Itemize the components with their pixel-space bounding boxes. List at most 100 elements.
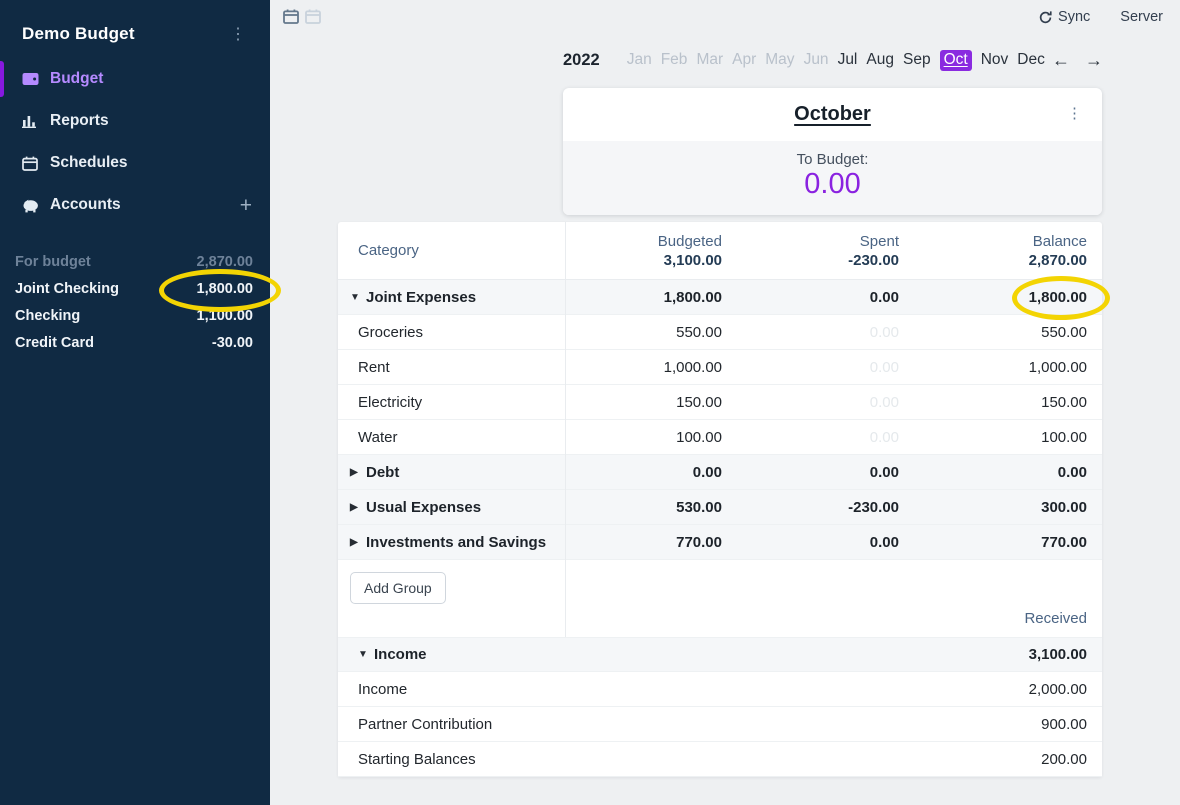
collapse-triangle-icon[interactable]: ▼: [358, 649, 368, 660]
sidebar-item-reports[interactable]: Reports: [0, 100, 270, 142]
group-name-cell[interactable]: ▼ Joint Expenses: [350, 288, 477, 306]
budgeted-cell[interactable]: 150.00: [676, 393, 722, 411]
month-may[interactable]: May: [765, 51, 795, 68]
expand-triangle-icon[interactable]: ▶: [350, 501, 358, 513]
budgeted-column-header: Budgeted 3,100.00: [565, 232, 737, 270]
balance-cell[interactable]: 300.00: [1041, 498, 1087, 516]
expand-triangle-icon[interactable]: ▶: [350, 466, 358, 478]
balance-cell[interactable]: 770.00: [1041, 533, 1087, 551]
spent-cell[interactable]: -230.00: [848, 498, 899, 516]
month-picker: 2022 Jan Feb Mar Apr May Jun Jul Aug Sep…: [563, 46, 1103, 74]
received-cell[interactable]: 2,000.00: [1028, 680, 1087, 698]
next-month-arrow-icon[interactable]: →: [1085, 50, 1103, 70]
month-card-menu-icon[interactable]: ⋮: [1067, 105, 1082, 122]
budgeted-cell[interactable]: 1,000.00: [663, 358, 722, 376]
month-mar[interactable]: Mar: [696, 51, 724, 68]
category-name-cell[interactable]: Groceries: [358, 323, 424, 341]
group-name-cell[interactable]: ▶ Investments and Savings: [350, 533, 547, 551]
account-name: For budget: [15, 253, 91, 270]
prev-month-arrow-icon[interactable]: ←: [1052, 50, 1070, 70]
spent-cell[interactable]: 0.00: [869, 463, 899, 481]
budgeted-cell[interactable]: 100.00: [676, 428, 722, 446]
month-feb[interactable]: Feb: [660, 51, 688, 68]
received-cell[interactable]: 200.00: [1041, 750, 1087, 768]
spent-cell[interactable]: 0.00: [869, 358, 899, 376]
category-row-groceries: Groceries 550.00 0.00 550.00: [338, 315, 1102, 350]
wallet-icon: [22, 72, 39, 87]
balance-cell[interactable]: 0.00: [1057, 463, 1087, 481]
spent-cell[interactable]: 0.00: [869, 323, 899, 341]
one-month-view-icon[interactable]: [283, 9, 299, 24]
budgeted-cell[interactable]: 1,800.00: [663, 288, 722, 306]
balance-cell[interactable]: 1,800.00: [1028, 288, 1087, 306]
group-name-cell[interactable]: ▶ Debt: [350, 463, 400, 481]
account-row-joint-checking[interactable]: Joint Checking 1,800.00: [0, 275, 270, 302]
balance-column-header: Balance 2,870.00: [914, 232, 1102, 270]
category-name-cell[interactable]: Income: [358, 680, 408, 698]
spent-cell[interactable]: 0.00: [869, 288, 899, 306]
balance-cell[interactable]: 550.00: [1041, 323, 1087, 341]
expand-triangle-icon[interactable]: ▶: [350, 536, 358, 548]
sidebar-item-accounts[interactable]: Accounts +: [0, 184, 270, 226]
sidebar-item-label: Budget: [50, 70, 104, 87]
server-button[interactable]: Server: [1120, 9, 1163, 25]
category-row-water: Water 100.00 0.00 100.00: [338, 420, 1102, 455]
to-budget-value[interactable]: 0.00: [804, 168, 861, 200]
category-name-cell[interactable]: Water: [358, 428, 398, 446]
received-cell[interactable]: 900.00: [1041, 715, 1087, 733]
two-month-view-icon[interactable]: [305, 9, 321, 24]
group-name-cell[interactable]: ▼ Income: [358, 646, 427, 663]
sidebar: Demo Budget ⋮ Budget Reports Schedules: [0, 0, 270, 805]
add-group-button[interactable]: Add Group: [350, 572, 446, 604]
group-name-cell[interactable]: ▶ Usual Expenses: [350, 498, 482, 516]
budgeted-cell[interactable]: 0.00: [692, 463, 722, 481]
month-apr[interactable]: Apr: [732, 51, 757, 68]
to-budget-section: To Budget: 0.00: [563, 141, 1102, 215]
month-jul[interactable]: Jul: [837, 51, 858, 68]
balance-cell[interactable]: 150.00: [1041, 393, 1087, 411]
sidebar-item-schedules[interactable]: Schedules: [0, 142, 270, 184]
sidebar-item-budget[interactable]: Budget: [0, 58, 270, 100]
sync-button[interactable]: Sync: [1038, 9, 1090, 25]
category-name-cell[interactable]: Partner Contribution: [358, 715, 493, 733]
kebab-menu-icon[interactable]: ⋮: [230, 26, 246, 43]
account-row-for-budget[interactable]: For budget 2,870.00: [0, 248, 270, 275]
spent-cell[interactable]: 0.00: [869, 428, 899, 446]
account-row-checking[interactable]: Checking 1,100.00: [0, 302, 270, 329]
account-list: For budget 2,870.00 Joint Checking 1,800…: [0, 248, 270, 356]
budget-file-title[interactable]: Demo Budget: [22, 24, 135, 43]
category-name-cell[interactable]: Starting Balances: [358, 750, 476, 768]
sidebar-item-label: Schedules: [50, 154, 128, 171]
month-nov[interactable]: Nov: [980, 51, 1009, 68]
category-row-starting-balances: Starting Balances 200.00: [338, 742, 1102, 777]
account-balance: -30.00: [211, 334, 253, 351]
budgeted-total: 3,100.00: [663, 251, 722, 269]
add-account-icon[interactable]: +: [239, 193, 252, 217]
sidebar-item-label: Accounts: [50, 196, 121, 213]
year-label: 2022: [563, 50, 600, 69]
month-jun[interactable]: Jun: [803, 51, 829, 68]
month-card-title[interactable]: October: [794, 103, 871, 125]
month-jan[interactable]: Jan: [626, 51, 652, 68]
collapse-triangle-icon[interactable]: ▼: [350, 291, 360, 303]
category-name-cell[interactable]: Rent: [358, 358, 390, 376]
account-balance: 1,800.00: [196, 280, 253, 297]
budgeted-cell[interactable]: 550.00: [676, 323, 722, 341]
spent-total: -230.00: [848, 251, 899, 269]
budgeted-cell[interactable]: 530.00: [676, 498, 722, 516]
month-aug[interactable]: Aug: [866, 51, 894, 68]
spent-cell[interactable]: 0.00: [869, 533, 899, 551]
balance-cell[interactable]: 100.00: [1041, 428, 1087, 446]
spent-cell[interactable]: 0.00: [869, 393, 899, 411]
month-dec[interactable]: Dec: [1017, 51, 1045, 68]
group-row-income: ▼ Income 3,100.00: [338, 637, 1102, 672]
balance-cell[interactable]: 1,000.00: [1028, 358, 1087, 376]
budgeted-cell[interactable]: 770.00: [676, 533, 722, 551]
received-cell[interactable]: 3,100.00: [1028, 646, 1087, 663]
category-row-electricity: Electricity 150.00 0.00 150.00: [338, 385, 1102, 420]
category-row-rent: Rent 1,000.00 0.00 1,000.00: [338, 350, 1102, 385]
month-oct-selected[interactable]: Oct: [939, 49, 972, 71]
month-sep[interactable]: Sep: [902, 51, 931, 68]
account-row-credit-card[interactable]: Credit Card -30.00: [0, 329, 270, 356]
category-name-cell[interactable]: Electricity: [358, 393, 423, 411]
